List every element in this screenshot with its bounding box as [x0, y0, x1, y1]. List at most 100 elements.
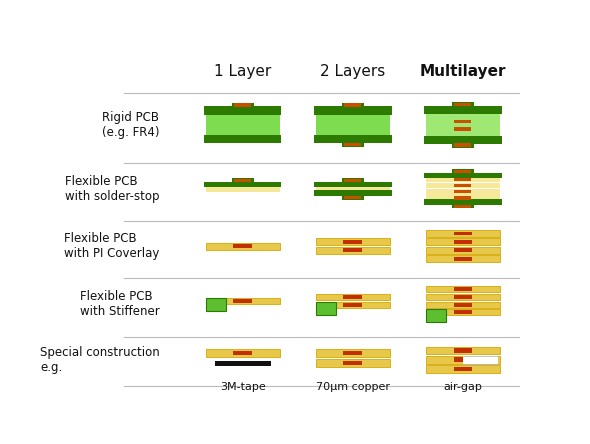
- Text: Flexible PCB
with Stiffener: Flexible PCB with Stiffener: [80, 290, 160, 318]
- Bar: [454, 127, 471, 131]
- Bar: [232, 178, 254, 182]
- Bar: [454, 310, 472, 314]
- Bar: [204, 135, 281, 143]
- Bar: [454, 240, 472, 244]
- Text: Rigid PCB
(e.g. FR4): Rigid PCB (e.g. FR4): [102, 111, 160, 139]
- Bar: [344, 179, 361, 182]
- Bar: [234, 350, 252, 355]
- Bar: [314, 135, 392, 143]
- Bar: [222, 298, 280, 304]
- Bar: [425, 247, 500, 254]
- Bar: [425, 309, 446, 322]
- Bar: [314, 190, 392, 196]
- Bar: [205, 298, 225, 311]
- Bar: [425, 356, 500, 364]
- Bar: [425, 365, 500, 373]
- Bar: [343, 303, 362, 307]
- Bar: [344, 103, 361, 107]
- Bar: [234, 179, 251, 182]
- Bar: [425, 183, 500, 188]
- Bar: [424, 173, 502, 178]
- Bar: [424, 136, 502, 144]
- Bar: [343, 350, 362, 355]
- Bar: [454, 197, 471, 200]
- Bar: [343, 240, 362, 244]
- Bar: [316, 247, 390, 254]
- Bar: [425, 286, 500, 292]
- Bar: [425, 347, 500, 354]
- Bar: [425, 255, 500, 262]
- Bar: [454, 184, 471, 187]
- Bar: [452, 102, 474, 107]
- Bar: [425, 301, 500, 308]
- Bar: [342, 103, 363, 108]
- Bar: [442, 309, 500, 316]
- Bar: [463, 356, 499, 364]
- Bar: [425, 177, 500, 182]
- Bar: [454, 367, 472, 371]
- Text: Multilayer: Multilayer: [419, 64, 506, 79]
- Bar: [314, 107, 392, 115]
- Bar: [454, 348, 472, 353]
- Bar: [316, 186, 390, 192]
- Bar: [343, 295, 362, 299]
- Bar: [205, 112, 280, 138]
- Bar: [452, 204, 474, 208]
- Text: Flexible PCB
with PI Coverlay: Flexible PCB with PI Coverlay: [64, 232, 160, 260]
- Bar: [425, 230, 500, 237]
- Bar: [454, 303, 472, 307]
- Bar: [343, 249, 362, 252]
- Bar: [454, 257, 472, 261]
- Bar: [454, 205, 471, 208]
- Bar: [425, 238, 500, 246]
- Bar: [215, 361, 271, 366]
- Bar: [205, 243, 280, 250]
- Text: Special construction
e.g.: Special construction e.g.: [40, 346, 160, 374]
- Bar: [314, 182, 392, 187]
- Bar: [316, 301, 336, 315]
- Bar: [425, 294, 500, 300]
- Text: air-gap: air-gap: [443, 382, 482, 392]
- Text: 1 Layer: 1 Layer: [214, 64, 271, 79]
- Bar: [424, 199, 502, 205]
- Bar: [316, 112, 390, 138]
- Bar: [316, 359, 390, 367]
- Bar: [452, 143, 474, 148]
- Bar: [454, 143, 471, 147]
- Bar: [425, 111, 500, 139]
- Bar: [424, 106, 502, 114]
- Bar: [344, 196, 361, 199]
- Bar: [204, 107, 281, 115]
- Bar: [454, 249, 472, 252]
- Text: 70µm copper: 70µm copper: [316, 382, 390, 392]
- Bar: [425, 189, 500, 194]
- Bar: [454, 190, 471, 194]
- Bar: [342, 142, 363, 147]
- Text: 2 Layers: 2 Layers: [320, 64, 385, 79]
- Bar: [454, 170, 471, 173]
- Bar: [204, 182, 281, 187]
- Bar: [454, 178, 471, 181]
- Bar: [316, 294, 390, 300]
- Bar: [316, 238, 390, 246]
- Bar: [454, 119, 471, 123]
- Bar: [232, 103, 254, 108]
- Bar: [344, 143, 361, 147]
- Bar: [342, 178, 363, 182]
- Bar: [454, 103, 471, 107]
- Bar: [454, 295, 472, 299]
- Bar: [342, 195, 363, 200]
- Bar: [454, 357, 472, 362]
- Text: 3M-tape: 3M-tape: [220, 382, 266, 392]
- Bar: [452, 169, 474, 174]
- Bar: [343, 361, 362, 365]
- Bar: [234, 244, 252, 248]
- Bar: [205, 186, 280, 192]
- Bar: [234, 103, 251, 107]
- Bar: [454, 287, 472, 291]
- Text: Flexible PCB
with solder-stop: Flexible PCB with solder-stop: [65, 175, 160, 203]
- Bar: [425, 195, 500, 201]
- Bar: [333, 301, 390, 308]
- Bar: [234, 299, 252, 303]
- Bar: [205, 349, 280, 357]
